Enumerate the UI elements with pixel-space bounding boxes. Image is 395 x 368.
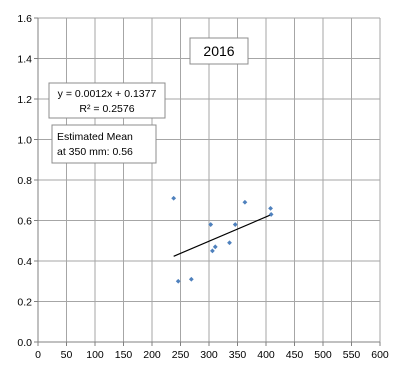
y-tick-label: 0.2 bbox=[17, 297, 32, 309]
x-tick-label: 600 bbox=[371, 349, 389, 361]
data-point bbox=[188, 276, 194, 282]
x-tick-label: 400 bbox=[257, 349, 275, 361]
x-tick-label: 200 bbox=[143, 349, 161, 361]
estimated-mean-line1: Estimated Mean bbox=[57, 131, 133, 143]
data-points bbox=[171, 195, 274, 284]
x-tick-label: 250 bbox=[172, 349, 190, 361]
data-point bbox=[242, 199, 248, 205]
data-point bbox=[208, 222, 214, 227]
y-tick-label: 0.0 bbox=[17, 337, 32, 349]
y-tick-label: 0.4 bbox=[17, 256, 32, 268]
axes bbox=[34, 17, 381, 346]
data-point bbox=[210, 248, 215, 254]
x-tick-label: 300 bbox=[200, 349, 218, 361]
x-tick-label: 500 bbox=[314, 349, 332, 361]
y-tick-label: 1.4 bbox=[17, 54, 32, 66]
x-tick-label: 550 bbox=[343, 349, 361, 361]
equation-box: y = 0.0012x + 0.1377 R² = 0.2576 bbox=[48, 82, 166, 119]
trendline-equation: y = 0.0012x + 0.1377 bbox=[58, 88, 157, 100]
data-point bbox=[268, 205, 273, 211]
data-point bbox=[171, 195, 177, 201]
x-tick-label: 100 bbox=[86, 349, 104, 361]
x-tick-label: 450 bbox=[286, 349, 304, 361]
x-tick-label: 50 bbox=[61, 349, 73, 361]
y-tick-label: 0.6 bbox=[17, 216, 32, 228]
trendline bbox=[173, 214, 272, 257]
data-point bbox=[227, 240, 232, 246]
x-tick-label: 350 bbox=[229, 349, 247, 361]
data-point bbox=[232, 222, 238, 227]
data-point bbox=[175, 278, 181, 284]
trendline-line bbox=[173, 214, 272, 257]
data-point bbox=[268, 212, 274, 217]
grid bbox=[37, 17, 381, 343]
data-point bbox=[212, 244, 218, 250]
r-squared-label: R² = 0.2576 bbox=[79, 103, 134, 115]
y-tick-label: 1.2 bbox=[17, 94, 32, 106]
estimated-mean-box: Estimated Mean at 350 mm: 0.56 bbox=[51, 124, 157, 164]
estimated-mean-line2: at 350 mm: 0.56 bbox=[57, 146, 133, 158]
x-tick-labels: 0 50 100 150 200 250 300 350 400 450 500 550 600 bbox=[35, 349, 389, 361]
x-tick-label: 150 bbox=[115, 349, 133, 361]
y-tick-label: 0.8 bbox=[17, 175, 32, 187]
y-tick-label: 1.6 bbox=[17, 13, 32, 25]
y-tick-label: 1.0 bbox=[17, 135, 32, 147]
y-tick-labels: 0.0 0.2 0.4 0.6 0.8 1.0 1.2 1.4 1.6 bbox=[17, 13, 32, 349]
x-tick-label: 0 bbox=[35, 349, 41, 361]
chart-title: 2016 bbox=[203, 43, 234, 59]
title-box: 2016 bbox=[189, 37, 249, 65]
